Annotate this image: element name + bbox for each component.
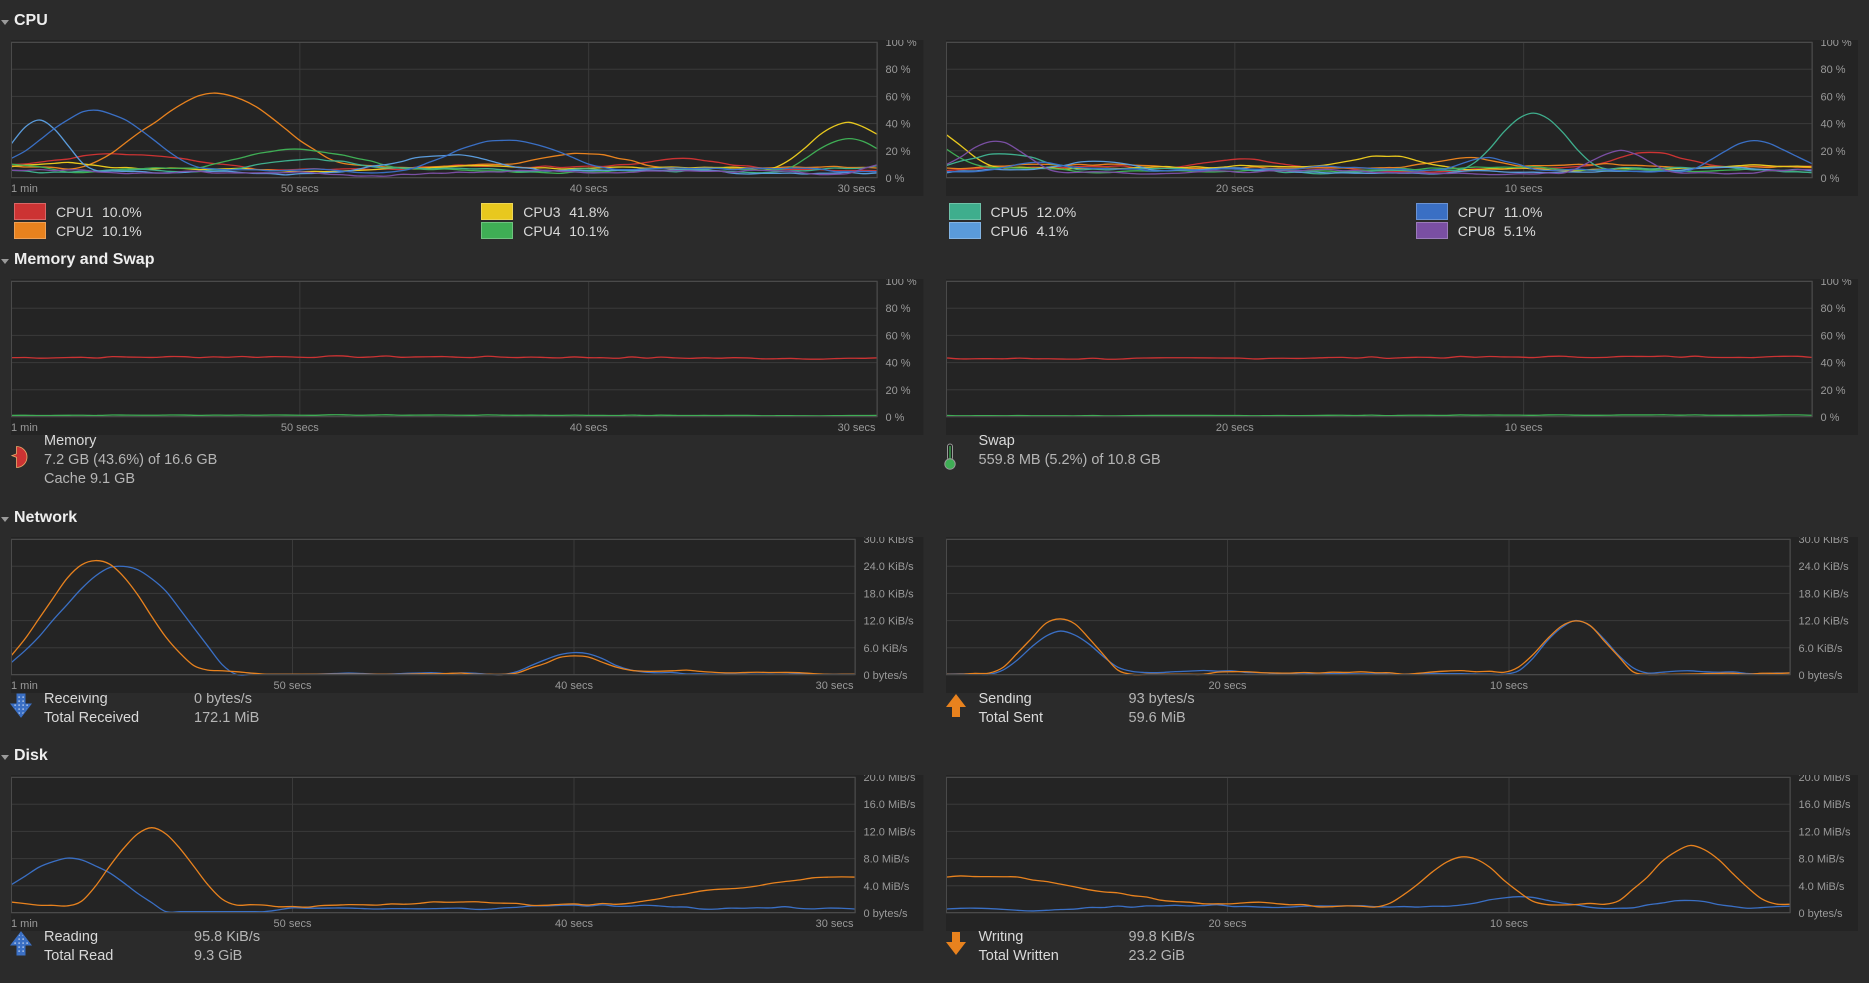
svg-text:0 bytes/s: 0 bytes/s (864, 670, 909, 682)
svg-text:20.0 MiB/s: 20.0 MiB/s (864, 775, 916, 784)
svg-text:4.0 MiB/s: 4.0 MiB/s (864, 881, 910, 893)
svg-text:1 min: 1 min (11, 918, 38, 930)
svg-text:100 %: 100 % (886, 40, 917, 49)
svg-text:10 secs: 10 secs (1504, 422, 1542, 434)
svg-text:50 secs: 50 secs (274, 918, 312, 930)
svg-text:30 secs: 30 secs (838, 422, 876, 434)
svg-text:30.0 KiB/s: 30.0 KiB/s (1798, 537, 1849, 546)
svg-text:0 bytes/s: 0 bytes/s (1798, 908, 1843, 920)
svg-text:20.0 MiB/s: 20.0 MiB/s (1798, 775, 1850, 784)
svg-text:20 secs: 20 secs (1215, 183, 1253, 195)
svg-text:40 secs: 40 secs (555, 918, 593, 930)
svg-text:20 secs: 20 secs (1215, 422, 1253, 434)
svg-text:1 min: 1 min (11, 422, 38, 434)
svg-text:30 secs: 30 secs (838, 183, 876, 195)
svg-text:30 secs: 30 secs (816, 918, 854, 930)
svg-text:20 %: 20 % (886, 385, 911, 397)
svg-text:30 secs: 30 secs (816, 680, 854, 692)
svg-text:20 %: 20 % (886, 146, 911, 158)
svg-text:8.0 MiB/s: 8.0 MiB/s (1798, 854, 1844, 866)
svg-text:40 %: 40 % (886, 358, 911, 370)
svg-text:80 %: 80 % (1820, 303, 1845, 315)
svg-text:12.0 MiB/s: 12.0 MiB/s (1798, 826, 1850, 838)
svg-text:80 %: 80 % (886, 303, 911, 315)
svg-text:60 %: 60 % (1820, 330, 1845, 342)
svg-text:4.0 MiB/s: 4.0 MiB/s (1798, 881, 1844, 893)
svg-text:40 secs: 40 secs (570, 183, 608, 195)
svg-text:40 secs: 40 secs (570, 422, 608, 434)
svg-text:40 %: 40 % (1820, 119, 1845, 131)
svg-text:100 %: 100 % (1820, 279, 1851, 288)
svg-text:18.0 KiB/s: 18.0 KiB/s (864, 588, 915, 600)
svg-text:0 bytes/s: 0 bytes/s (864, 908, 909, 920)
svg-text:12.0 KiB/s: 12.0 KiB/s (864, 616, 915, 628)
svg-text:16.0 MiB/s: 16.0 MiB/s (1798, 799, 1850, 811)
svg-text:24.0 KiB/s: 24.0 KiB/s (864, 561, 915, 573)
svg-text:20 %: 20 % (1820, 146, 1845, 158)
svg-text:50 secs: 50 secs (281, 422, 319, 434)
svg-text:0 %: 0 % (1820, 173, 1839, 185)
svg-text:40 secs: 40 secs (555, 680, 593, 692)
svg-text:6.0 KiB/s: 6.0 KiB/s (864, 643, 909, 655)
svg-text:10 secs: 10 secs (1490, 680, 1528, 692)
svg-text:100 %: 100 % (1820, 40, 1851, 49)
svg-text:10 secs: 10 secs (1504, 183, 1542, 195)
svg-text:60 %: 60 % (886, 330, 911, 342)
svg-text:1 min: 1 min (11, 183, 38, 195)
svg-text:6.0 KiB/s: 6.0 KiB/s (1798, 643, 1843, 655)
svg-text:24.0 KiB/s: 24.0 KiB/s (1798, 561, 1849, 573)
svg-text:1 min: 1 min (11, 680, 38, 692)
svg-text:0 bytes/s: 0 bytes/s (1798, 670, 1843, 682)
svg-text:80 %: 80 % (1820, 64, 1845, 76)
svg-text:20 %: 20 % (1820, 385, 1845, 397)
svg-text:40 %: 40 % (1820, 358, 1845, 370)
svg-text:12.0 KiB/s: 12.0 KiB/s (1798, 616, 1849, 628)
svg-text:0 %: 0 % (886, 412, 905, 424)
svg-text:8.0 MiB/s: 8.0 MiB/s (864, 854, 910, 866)
svg-text:60 %: 60 % (886, 91, 911, 103)
svg-text:16.0 MiB/s: 16.0 MiB/s (864, 799, 916, 811)
svg-text:60 %: 60 % (1820, 91, 1845, 103)
svg-text:20 secs: 20 secs (1208, 680, 1246, 692)
svg-text:30.0 KiB/s: 30.0 KiB/s (864, 537, 915, 546)
svg-text:80 %: 80 % (886, 64, 911, 76)
svg-text:100 %: 100 % (886, 279, 917, 288)
svg-text:50 secs: 50 secs (281, 183, 319, 195)
svg-text:0 %: 0 % (1820, 412, 1839, 424)
svg-text:0 %: 0 % (886, 173, 905, 185)
svg-text:12.0 MiB/s: 12.0 MiB/s (864, 826, 916, 838)
svg-text:40 %: 40 % (886, 119, 911, 131)
svg-text:50 secs: 50 secs (274, 680, 312, 692)
svg-text:10 secs: 10 secs (1490, 918, 1528, 930)
svg-text:20 secs: 20 secs (1208, 918, 1246, 930)
svg-text:18.0 KiB/s: 18.0 KiB/s (1798, 588, 1849, 600)
